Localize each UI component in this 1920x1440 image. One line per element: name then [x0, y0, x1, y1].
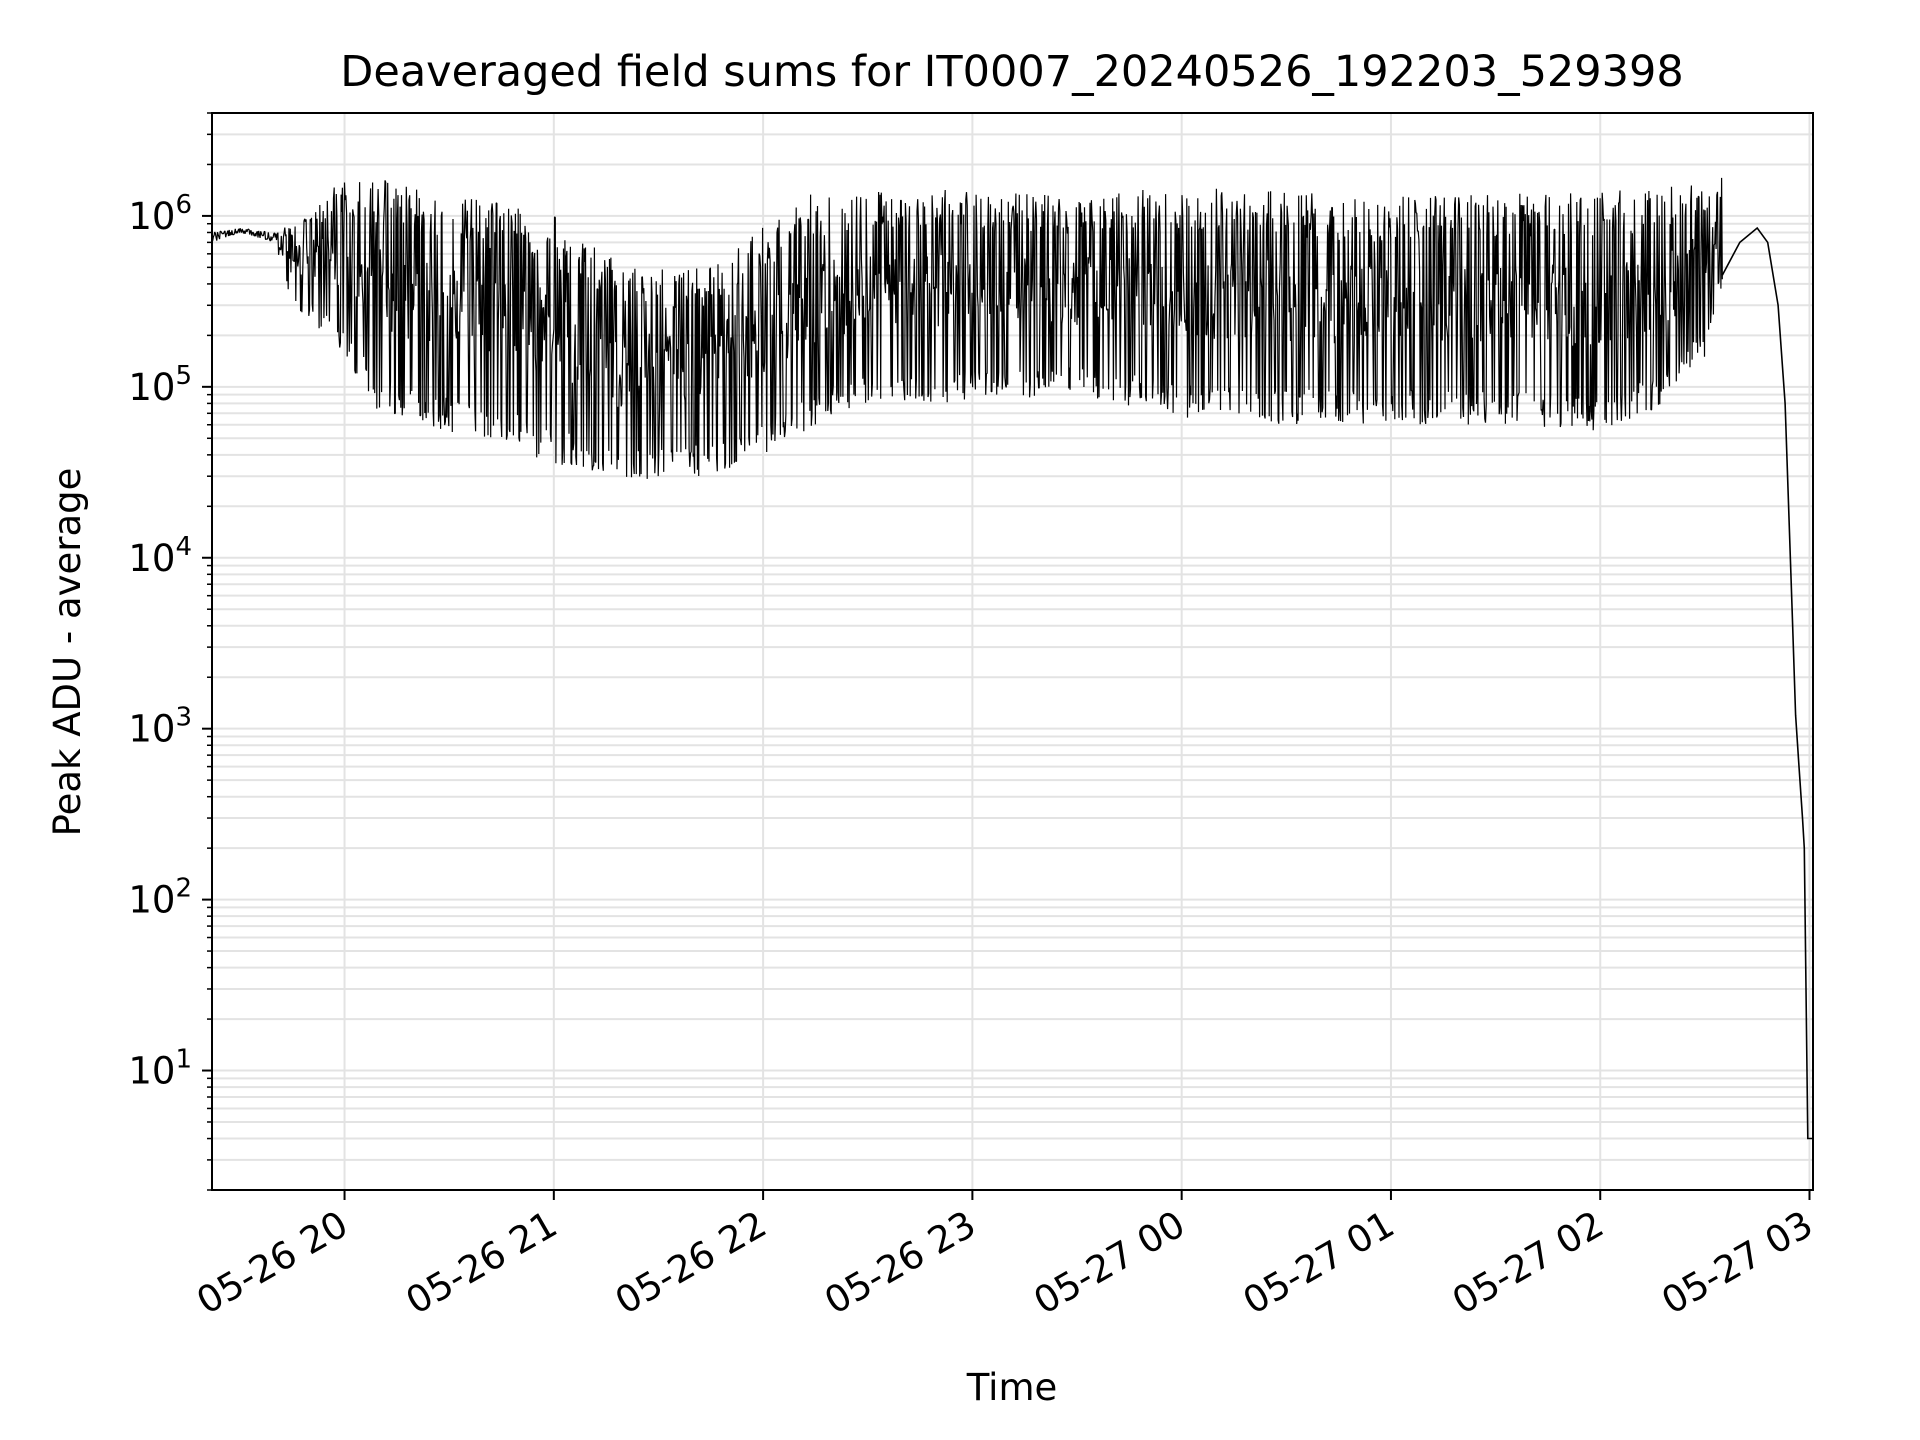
y-tick-label: 104	[128, 532, 192, 580]
series-line-tail	[1721, 226, 1813, 1140]
y-tick-label: 105	[128, 361, 192, 409]
y-tick-label: 101	[128, 1045, 192, 1093]
y-tick-label: 106	[128, 190, 192, 238]
series-line-oscillating	[211, 177, 1723, 479]
y-axis-ticks: 101 102 103 104 105 106	[128, 112, 212, 1191]
data-series	[211, 177, 1813, 1140]
y-tick-label: 102	[128, 874, 192, 922]
x-axis-label: Time	[966, 1366, 1058, 1409]
y-axis-label: Peak ADU - average	[46, 468, 89, 837]
y-tick-label: 103	[128, 703, 192, 751]
chart-title: Deaveraged field sums for IT0007_2024052…	[340, 47, 1683, 97]
plot-frame	[211, 112, 1814, 1191]
